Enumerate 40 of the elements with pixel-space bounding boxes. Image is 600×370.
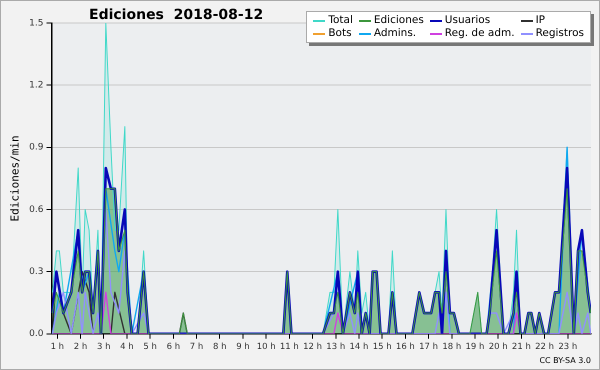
legend-label: Bots — [327, 27, 353, 40]
y-tick-label: 1.2 — [29, 80, 44, 91]
y-tick-label: 0.3 — [29, 266, 44, 277]
x-tick-label: 13 h — [326, 342, 346, 352]
y-axis-title: Ediciones/min — [8, 135, 22, 222]
x-tick-label: 12 h — [303, 342, 322, 352]
x-tick-label: 4 h — [120, 342, 134, 352]
x-tick-label: 16 h — [396, 342, 415, 352]
x-tick-label: 17 h — [419, 342, 438, 352]
x-tick-label: 14 h — [350, 342, 368, 352]
legend-label: Usuarios — [444, 14, 492, 27]
y-tick-label: 0.9 — [29, 142, 44, 153]
x-tick-label: 11 h — [280, 342, 299, 352]
y-tick-label: 0.6 — [29, 204, 44, 215]
x-tick-label: 21 h — [512, 342, 531, 352]
x-tick-label: 5 h — [143, 342, 157, 352]
x-tick-label: 18 h — [442, 342, 462, 352]
x-tick-label: 2 h — [74, 342, 88, 352]
x-tick-label: 23 h — [558, 342, 578, 352]
y-tick-label: 0.0 — [29, 329, 44, 340]
x-tick-label: 8 h — [212, 342, 226, 352]
legend-label: IP — [534, 14, 546, 27]
x-tick-label: 19 h — [466, 342, 484, 352]
chart-title: Ediciones 2018-08-12 — [89, 7, 264, 23]
x-tick-label: 15 h — [372, 342, 392, 352]
x-tick-label: 3 h — [96, 342, 110, 352]
legend-label: Total — [327, 14, 353, 27]
x-tick-label: 6 h — [166, 342, 180, 352]
x-tick-label: 20 h — [488, 342, 508, 352]
x-tick-label: 7 h — [190, 342, 204, 352]
x-tick-label: 1 h — [50, 342, 64, 352]
x-tick-label: 10 h — [256, 342, 276, 352]
x-tick-label: 9 h — [236, 342, 250, 352]
x-tick-label: 22 h — [535, 342, 554, 352]
legend-label: Admins. — [372, 27, 418, 40]
y-tick-label: 1.5 — [29, 18, 44, 28]
legend-label: Reg. de adm. — [444, 27, 515, 40]
legend-label: Registros — [534, 27, 584, 40]
legend-label: Ediciones — [372, 14, 424, 27]
text: CC BY-SA 3.0 — [539, 356, 591, 365]
